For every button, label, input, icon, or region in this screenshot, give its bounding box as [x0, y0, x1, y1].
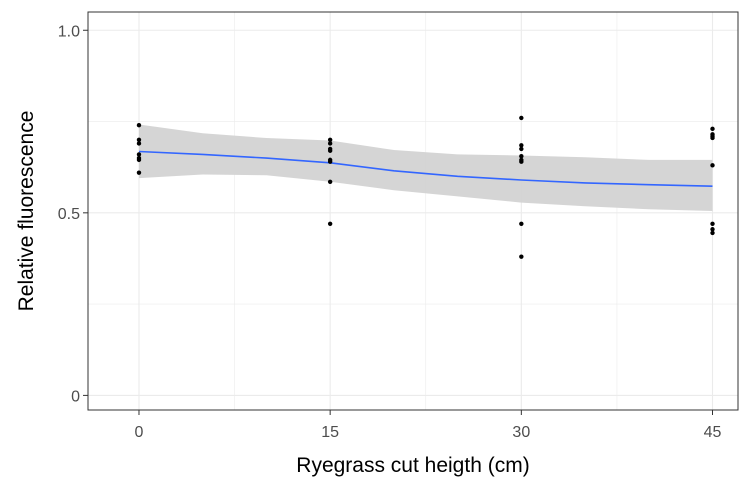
data-point: [710, 126, 715, 132]
panel-border: [87, 11, 739, 411]
data-point: [327, 221, 333, 226]
x-axis-title: Ryegrass cut heigth (cm): [296, 454, 529, 477]
x-tick-label: 15: [321, 424, 339, 441]
data-point: [136, 170, 142, 175]
data-point: [327, 137, 333, 142]
data-point: [327, 141, 333, 146]
data-point: [136, 152, 142, 157]
data-point: [519, 146, 524, 152]
data-point: [519, 159, 524, 164]
data-points: [136, 115, 715, 259]
data-point: [327, 148, 333, 153]
data-point: [710, 227, 715, 232]
data-point: [519, 115, 524, 121]
data-point: [136, 122, 142, 128]
confidence-ribbon: [139, 124, 713, 211]
x-axis-tick-labels: 0 15 30 45: [135, 424, 722, 441]
data-point: [710, 221, 715, 226]
data-point: [519, 143, 524, 148]
data-point: [136, 141, 142, 146]
y-axis-tick-labels: 0 0.5 1.0: [58, 23, 80, 405]
data-point: [327, 159, 333, 164]
y-tick-label: 0: [71, 388, 80, 405]
axis-ticks: [83, 29, 714, 415]
x-tick-label: 0: [135, 424, 144, 441]
y-tick-label: 0.5: [58, 206, 80, 223]
data-point: [327, 179, 333, 184]
data-point: [710, 230, 715, 236]
data-point: [136, 157, 142, 163]
data-point: [519, 154, 524, 159]
data-point: [710, 135, 715, 141]
x-tick-label: 30: [512, 424, 530, 441]
data-point: [710, 163, 715, 168]
data-point: [136, 137, 142, 142]
grid: [88, 12, 738, 410]
x-tick-label: 45: [704, 424, 722, 441]
data-point: [519, 221, 524, 226]
data-point: [519, 254, 524, 259]
y-tick-label: 1.0: [58, 23, 80, 40]
y-axis-title: Relative fluorescence: [15, 111, 38, 312]
smooth-trend-line: [138, 150, 713, 187]
